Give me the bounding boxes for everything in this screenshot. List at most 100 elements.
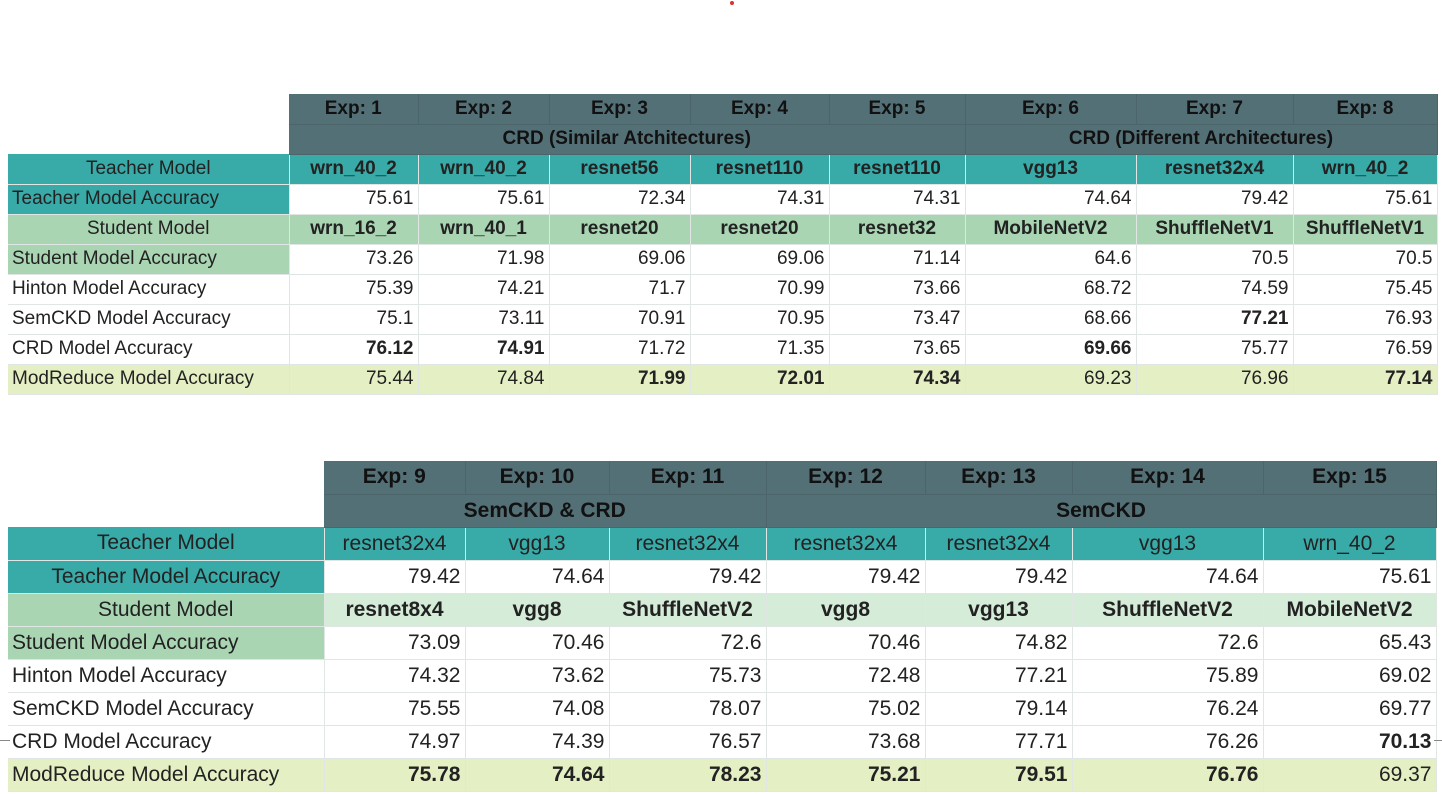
table-cell: resnet32x4 (925, 527, 1073, 561)
exp-header: Exp: 7 (1136, 94, 1294, 125)
group-header: SemCKD & CRD (324, 494, 767, 528)
table-row: Student Model Accuracy 73.26 71.98 69.06… (8, 244, 1438, 275)
table-cell: 75.77 (1136, 334, 1294, 365)
row-label: ModReduce Model Accuracy (8, 364, 290, 395)
table-cell: 79.42 (925, 560, 1073, 594)
table-cell: resnet20 (690, 214, 830, 245)
table-cell: vgg8 (465, 593, 610, 627)
table-row: CRD Model Accuracy 74.97 74.39 76.57 73.… (8, 725, 1437, 759)
table-cell: 75.61 (418, 184, 550, 215)
table-row: Teacher Model resnet32x4 vgg13 resnet32x… (8, 527, 1437, 561)
table-cell: 75.1 (289, 304, 419, 335)
table-cell: 75.78 (324, 758, 466, 792)
exp-header: Exp: 14 (1072, 461, 1264, 495)
table-cell: 73.66 (829, 274, 966, 305)
table-cell: MobileNetV2 (1263, 593, 1437, 627)
table-row: Teacher Model wrn_40_2 wrn_40_2 resnet56… (8, 154, 1438, 185)
group-header: CRD (Different Architectures) (965, 124, 1438, 155)
corner-cell (8, 124, 289, 154)
experiment-header-row: Exp: 1 Exp: 2 Exp: 3 Exp: 4 Exp: 5 Exp: … (8, 94, 1438, 125)
row-label: Teacher Model (8, 154, 290, 185)
table-cell: 74.97 (324, 725, 466, 759)
table-cell: resnet110 (690, 154, 830, 185)
table-cell: 79.42 (766, 560, 926, 594)
table-cell: 74.82 (925, 626, 1073, 660)
table-cell: 74.64 (965, 184, 1137, 215)
table-cell: 75.02 (766, 692, 926, 726)
table-cell: 76.93 (1293, 304, 1438, 335)
row-label: Hinton Model Accuracy (8, 274, 290, 305)
table-cell: 77.21 (925, 659, 1073, 693)
row-label: Teacher Model Accuracy (8, 560, 325, 594)
row-label: Teacher Model (8, 527, 325, 561)
table-cell: 74.64 (1072, 560, 1264, 594)
table-cell: resnet110 (829, 154, 966, 185)
table-cell: 69.77 (1263, 692, 1437, 726)
table-cell: 70.5 (1136, 244, 1294, 275)
table-cell: 77.14 (1293, 364, 1438, 395)
table-cell: 74.31 (690, 184, 830, 215)
table-cell: 71.98 (418, 244, 550, 275)
table-cell: 74.31 (829, 184, 966, 215)
exp-header: Exp: 15 (1263, 461, 1437, 495)
table-row: Student Model wrn_16_2 wrn_40_1 resnet20… (8, 214, 1438, 245)
table-cell: 79.14 (925, 692, 1073, 726)
table-row: Teacher Model Accuracy 75.61 75.61 72.34… (8, 184, 1438, 215)
table-cell: 76.59 (1293, 334, 1438, 365)
table-cell: 71.99 (549, 364, 691, 395)
exp-header: Exp: 3 (549, 94, 691, 125)
exp-header: Exp: 10 (465, 461, 610, 495)
table-cell: 65.43 (1263, 626, 1437, 660)
corner-cell (8, 94, 289, 124)
table-cell: resnet32x4 (1136, 154, 1294, 185)
table-cell: 75.39 (289, 274, 419, 305)
row-label: Teacher Model Accuracy (8, 184, 290, 215)
table-cell: wrn_40_2 (289, 154, 419, 185)
table-cell: ShuffleNetV1 (1136, 214, 1294, 245)
table-cell: 71.7 (549, 274, 691, 305)
corner-cell (8, 461, 324, 494)
table-cell: resnet20 (549, 214, 691, 245)
table-cell: 73.11 (418, 304, 550, 335)
table-cell: 70.95 (690, 304, 830, 335)
table-cell: 68.72 (965, 274, 1137, 305)
exp-header: Exp: 9 (324, 461, 466, 495)
table-cell: resnet32x4 (324, 527, 466, 561)
table-cell: 71.35 (690, 334, 830, 365)
table-cell: 77.71 (925, 725, 1073, 759)
table-cell: wrn_16_2 (289, 214, 419, 245)
table-cell: 69.02 (1263, 659, 1437, 693)
table-cell: 78.07 (609, 692, 767, 726)
table-cell: 75.55 (324, 692, 466, 726)
table-cell: 76.57 (609, 725, 767, 759)
table-cell: 73.65 (829, 334, 966, 365)
table-cell: 74.34 (829, 364, 966, 395)
table-cell: 74.32 (324, 659, 466, 693)
corner-cell (8, 494, 324, 527)
table-cell: 79.42 (1136, 184, 1294, 215)
exp-header: Exp: 6 (965, 94, 1137, 125)
table-cell: 72.01 (690, 364, 830, 395)
left-edge-line (0, 740, 10, 741)
table-cell: vgg13 (1072, 527, 1264, 561)
row-label: Student Model Accuracy (8, 244, 290, 275)
table-cell: 76.96 (1136, 364, 1294, 395)
table-cell: 73.26 (289, 244, 419, 275)
table-row: SemCKD Model Accuracy 75.1 73.11 70.91 7… (8, 304, 1438, 335)
row-label: ModReduce Model Accuracy (8, 758, 325, 792)
table-cell: 74.08 (465, 692, 610, 726)
row-label: Student Model (8, 593, 325, 627)
right-edge-line (1434, 740, 1442, 741)
exp-header: Exp: 11 (609, 461, 767, 495)
table-cell: 64.6 (965, 244, 1137, 275)
table-cell: 74.84 (418, 364, 550, 395)
table-row: Hinton Model Accuracy 75.39 74.21 71.7 7… (8, 274, 1438, 305)
table-cell: wrn_40_2 (1263, 527, 1437, 561)
table-cell: vgg13 (465, 527, 610, 561)
table-cell: 69.23 (965, 364, 1137, 395)
table-cell: 68.66 (965, 304, 1137, 335)
table-row: Student Model Accuracy 73.09 70.46 72.6 … (8, 626, 1437, 660)
table-cell: 75.45 (1293, 274, 1438, 305)
table-row: Teacher Model Accuracy 79.42 74.64 79.42… (8, 560, 1437, 594)
table-row: Student Model resnet8x4 vgg8 ShuffleNetV… (8, 593, 1437, 627)
